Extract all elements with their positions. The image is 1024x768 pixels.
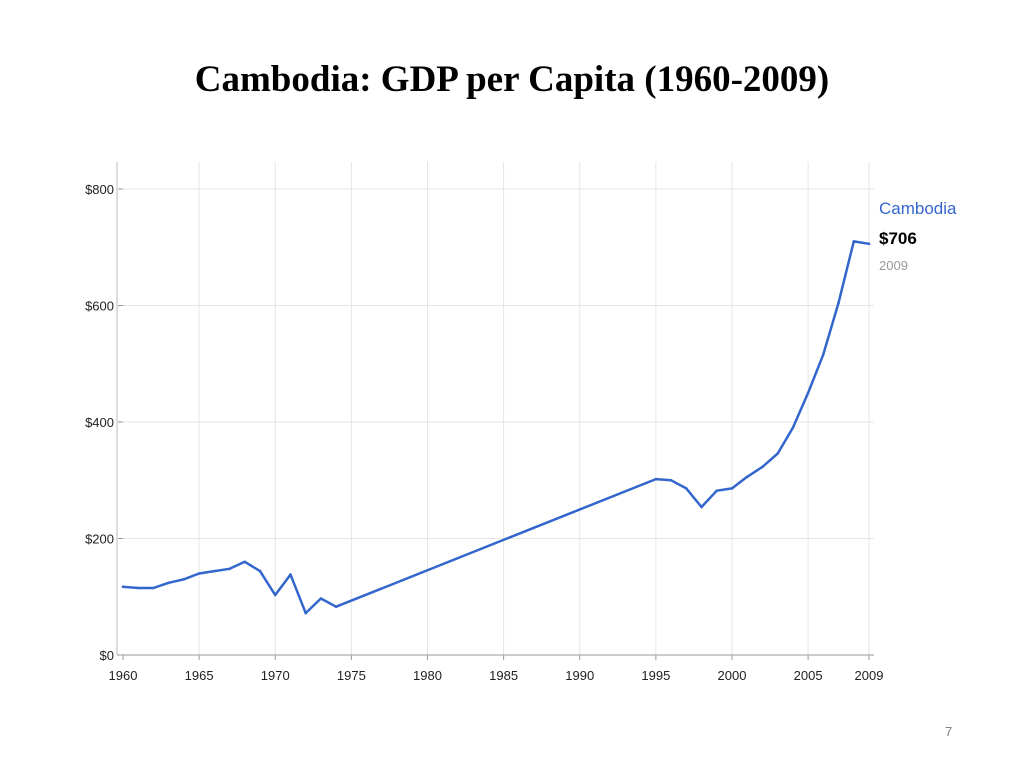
data-point <box>152 586 155 590</box>
y-tick-label: $800 <box>85 182 114 197</box>
data-point <box>289 573 292 576</box>
data-point <box>700 505 703 509</box>
legend: Cambodia $706 2009 <box>879 199 957 273</box>
series-group <box>121 240 871 615</box>
data-point <box>334 605 338 608</box>
y-tick-label: $200 <box>85 532 114 547</box>
data-point <box>715 489 719 493</box>
data-point <box>791 426 795 430</box>
data-point <box>745 475 749 479</box>
data-point <box>669 479 673 482</box>
data-point <box>243 560 247 564</box>
data-point <box>852 240 856 243</box>
y-tick-labels: $0 $200 $400 $600 $800 <box>85 182 114 663</box>
x-tick-label: 2005 <box>794 668 823 683</box>
y-tick-label: $400 <box>85 415 114 430</box>
y-tick-label: $600 <box>85 299 114 314</box>
slide-number: 7 <box>945 724 953 739</box>
grid-lines <box>123 162 874 655</box>
x-tick-label: 1970 <box>261 668 290 683</box>
data-point <box>197 572 201 575</box>
data-point <box>182 578 186 581</box>
series-line-0 <box>121 240 871 615</box>
y-tick-label: $0 <box>100 648 114 663</box>
data-point <box>822 353 825 356</box>
data-point <box>761 465 764 469</box>
x-tick-label: 1985 <box>489 668 518 683</box>
legend-series-name: Cambodia <box>879 199 957 218</box>
x-tick-label: 1995 <box>641 668 670 683</box>
data-point <box>776 452 779 455</box>
data-point <box>273 593 277 597</box>
data-point <box>213 569 216 573</box>
x-tick-label: 1990 <box>565 668 594 683</box>
x-tick-label: 1975 <box>337 668 366 683</box>
data-point <box>121 585 125 589</box>
data-point <box>654 477 658 481</box>
data-point <box>685 487 688 490</box>
data-point <box>867 242 871 246</box>
data-point <box>837 301 840 304</box>
data-point <box>228 567 231 571</box>
data-point <box>136 586 140 590</box>
axes <box>116 162 874 660</box>
data-point <box>167 581 170 585</box>
x-tick-label: 2000 <box>718 668 747 683</box>
x-tick-label: 2009 <box>855 668 884 683</box>
slide-title: Cambodia: GDP per Capita (1960-2009) <box>194 59 830 100</box>
data-point <box>258 569 262 573</box>
x-tick-label: 1980 <box>413 668 442 683</box>
legend-latest-value: $706 <box>879 229 917 248</box>
data-point <box>319 597 323 600</box>
legend-latest-year: 2009 <box>879 258 908 273</box>
x-tick-label: 1965 <box>185 668 214 683</box>
data-point <box>304 611 308 615</box>
data-point <box>730 487 734 490</box>
x-tick-labels: 1960 1965 1970 1975 1980 1985 1990 1995 2000 2005… <box>109 668 884 683</box>
data-point <box>806 391 810 395</box>
x-tick-label: 1960 <box>109 668 138 683</box>
